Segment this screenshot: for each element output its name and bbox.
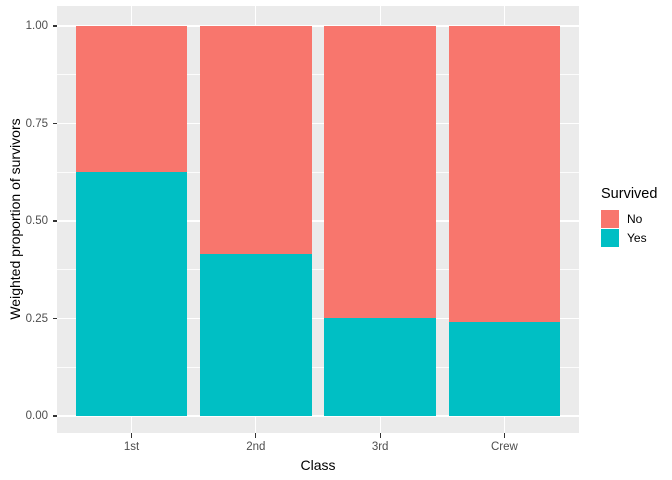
x-tick-mark xyxy=(379,433,381,438)
y-tick-mark xyxy=(52,415,57,417)
legend-key-yes-swatch xyxy=(601,229,619,247)
bar-segment-no-crew xyxy=(448,26,561,323)
bar-segment-no-1st xyxy=(75,26,188,173)
legend-entry-yes: Yes xyxy=(601,229,657,247)
gridline-major xyxy=(57,317,579,320)
y-tick-label: 0.00 xyxy=(25,410,48,422)
y-tick-label: 0.50 xyxy=(25,215,48,227)
y-tick-label: 0.25 xyxy=(25,312,48,325)
bar-segment-yes-1st xyxy=(75,172,188,416)
bar-segment-yes-crew xyxy=(448,322,561,416)
x-tick-label: Crew xyxy=(491,441,518,453)
legend: Survived No Yes xyxy=(601,186,657,248)
x-tick-mark xyxy=(255,433,257,438)
bar-segment-no-3rd xyxy=(324,26,437,318)
legend-title: Survived xyxy=(601,186,658,202)
x-tick-label: 2nd xyxy=(246,441,266,453)
bar-segment-yes-3rd xyxy=(324,317,437,416)
y-tick-mark xyxy=(52,25,57,27)
y-tick-mark xyxy=(52,122,57,125)
x-tick-mark xyxy=(503,433,506,438)
gridline-major xyxy=(57,25,579,27)
gridline-minor xyxy=(57,171,579,173)
x-tick-label: 1st xyxy=(123,441,140,453)
gridline-major xyxy=(57,122,579,125)
gridline-major xyxy=(57,220,579,222)
gridline-major xyxy=(57,415,579,417)
bar-segment-yes-2nd xyxy=(199,254,312,416)
x-tick-mark xyxy=(130,433,133,438)
gridline-minor xyxy=(57,366,579,368)
gridline-minor xyxy=(57,74,579,76)
y-tick-mark xyxy=(52,220,57,222)
gridline-minor xyxy=(57,269,579,271)
y-tick-label: 0.75 xyxy=(25,117,48,130)
y-tick-mark xyxy=(52,317,57,320)
legend-key-no-swatch xyxy=(601,210,619,228)
legend-label-no: No xyxy=(627,212,643,226)
x-axis-title: Class xyxy=(300,457,336,473)
x-tick-label: 3rd xyxy=(371,441,389,453)
y-tick-label: 1.00 xyxy=(25,20,48,32)
bar-segment-no-2nd xyxy=(199,26,312,255)
legend-label-yes: Yes xyxy=(627,231,647,245)
plot-panel xyxy=(57,6,579,433)
legend-entry-no: No xyxy=(601,210,657,228)
